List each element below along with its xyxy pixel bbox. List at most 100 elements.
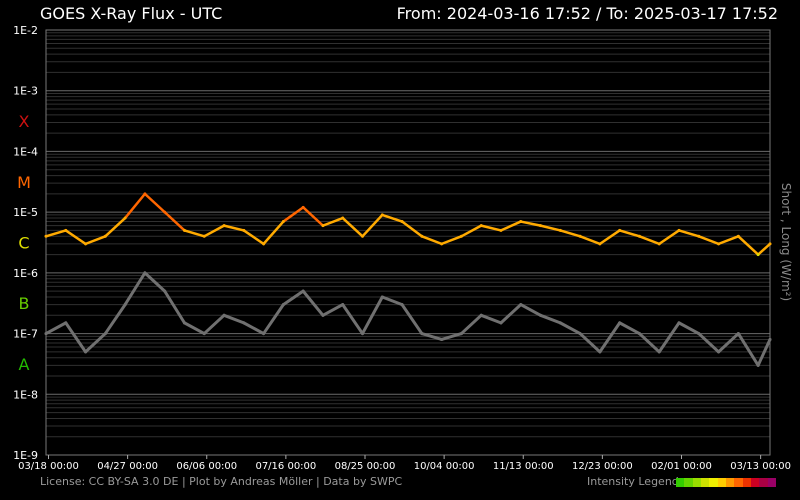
series-segment [163, 289, 186, 325]
series-segment [123, 192, 147, 220]
data-point [242, 321, 246, 325]
data-point [222, 313, 226, 317]
series-segment [341, 303, 365, 336]
data-point [499, 321, 503, 325]
series-segment [558, 321, 582, 336]
data-point [420, 332, 424, 336]
data-point [756, 253, 760, 257]
data-point [440, 242, 444, 246]
data-point [64, 321, 68, 325]
series-segment [440, 235, 463, 246]
data-point [717, 242, 721, 246]
legend-swatch [700, 478, 710, 487]
y-tick-label: 1E-5 [13, 206, 38, 219]
data-point [301, 289, 305, 293]
time-range: From: 2024-03-16 17:52 / To: 2025-03-17 … [396, 4, 778, 23]
data-point [657, 242, 661, 246]
x-tick-label: 06/06 00:00 [176, 461, 237, 472]
flare-class-X: X [19, 112, 30, 131]
data-point [677, 321, 681, 325]
data-point [618, 228, 622, 232]
data-point [64, 228, 68, 232]
flare-class-C: C [18, 234, 29, 253]
series-segment [559, 229, 582, 238]
x-tick-label: 12/23 00:00 [572, 461, 633, 472]
series-segment [242, 321, 266, 336]
data-point [321, 224, 325, 228]
x-tick-label: 10/04 00:00 [414, 461, 475, 472]
data-point [756, 363, 760, 367]
legend-swatch [742, 478, 751, 487]
data-point [637, 234, 641, 238]
intensity-legend-label: Intensity Legend [587, 475, 679, 488]
series-segment [717, 332, 740, 354]
series-segment [736, 332, 760, 367]
data-point [103, 234, 107, 238]
series-segment [262, 303, 285, 336]
data-point [262, 242, 266, 246]
legend-swatch [734, 478, 743, 487]
series-segment [242, 229, 265, 246]
y-tick-label: 1E-4 [13, 145, 38, 158]
y-tick-label: 1E-8 [13, 388, 38, 401]
y-tick-label: 1E-3 [13, 85, 38, 98]
series-segment [420, 332, 444, 341]
data-point [768, 337, 772, 341]
series-segment [618, 229, 641, 238]
series-segment [440, 332, 463, 341]
data-point [281, 303, 285, 307]
series-segment [499, 220, 523, 232]
data-point [103, 332, 107, 336]
legend-swatch [725, 478, 735, 487]
series-segment [222, 313, 246, 325]
series-segment [282, 206, 305, 223]
x-tick-label: 02/01 00:00 [651, 461, 712, 472]
y-tick-label: 1E-6 [13, 267, 38, 280]
data-point [657, 350, 661, 354]
data-point [380, 295, 384, 299]
series-segment [143, 192, 166, 214]
legend-swatch [692, 478, 701, 487]
data-point [598, 242, 602, 246]
flare-class-labels: X M C B A [17, 112, 31, 374]
y-tick-label: 1E-9 [13, 449, 38, 462]
data-point [301, 205, 305, 209]
legend-swatch [750, 478, 760, 487]
legend-swatch [676, 478, 685, 487]
series-segment [717, 235, 740, 246]
series-segment [519, 303, 543, 317]
series-segment [321, 303, 345, 317]
x-axis-ticks: 03/18 00:00 04/27 00:00 06/06 00:00 07/16 0… [18, 455, 791, 472]
data-point [459, 332, 463, 336]
series-segment [499, 303, 523, 325]
x-tick-label: 07/16 00:00 [255, 461, 316, 472]
series-segment [321, 216, 344, 227]
legend-swatch [709, 478, 718, 487]
data-point [440, 337, 444, 341]
series-segment [598, 229, 621, 246]
data-point [44, 234, 48, 238]
y-axis-label: Short , Long (W/m²) [779, 183, 793, 301]
grid [45, 29, 771, 456]
series-segment [479, 224, 503, 232]
legend-swatch [684, 478, 693, 487]
data-point [558, 321, 562, 325]
series-segment [361, 295, 384, 336]
series-segment [618, 321, 641, 336]
data-point [123, 216, 127, 220]
data-point [182, 228, 186, 232]
data-point [578, 332, 582, 336]
data-point [400, 220, 404, 224]
flare-class-B: B [19, 294, 30, 313]
legend-swatch [717, 478, 726, 487]
data-point [459, 234, 463, 238]
data-point [677, 228, 681, 232]
series-segment [657, 229, 681, 246]
series-segment [459, 313, 483, 336]
x-tick-label: 03/13 00:00 [730, 461, 791, 472]
data-point [736, 332, 740, 336]
series-segment [539, 313, 562, 325]
series-segment [638, 235, 661, 246]
series-segment [756, 337, 772, 367]
